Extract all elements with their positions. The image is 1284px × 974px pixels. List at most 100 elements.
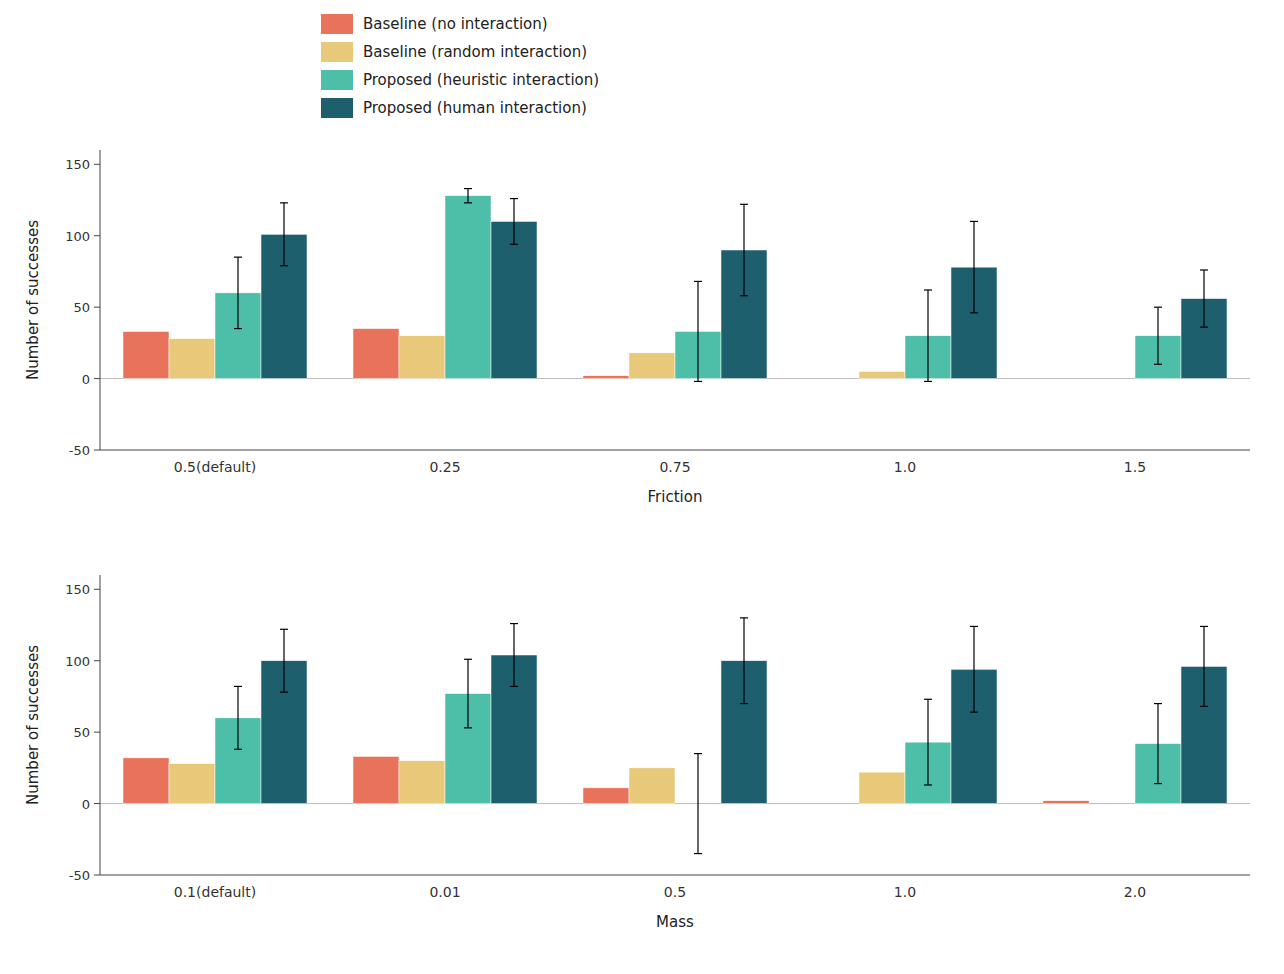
y-tick xyxy=(94,732,100,733)
x-tick-label: 1.5 xyxy=(1124,459,1146,475)
bar xyxy=(169,764,215,804)
chart: -500501001500.1(default)0.010.51.02.0Mas… xyxy=(24,575,1250,931)
legend-label: Proposed (heuristic interaction) xyxy=(363,71,599,89)
error-cap xyxy=(970,221,978,222)
legend-swatch xyxy=(321,42,353,62)
bar xyxy=(583,376,629,379)
bar xyxy=(583,788,629,804)
error-cap xyxy=(1154,364,1162,365)
y-tick xyxy=(94,450,100,451)
error-cap xyxy=(234,257,242,258)
bar xyxy=(123,331,169,378)
x-tick-label: 1.0 xyxy=(894,459,916,475)
error-cap xyxy=(924,381,932,382)
legend-swatch xyxy=(321,98,353,118)
error-cap xyxy=(510,244,518,245)
error-line xyxy=(697,281,698,381)
error-cap xyxy=(464,188,472,189)
error-cap xyxy=(970,312,978,313)
plot-area xyxy=(123,618,1227,854)
error-line xyxy=(743,618,744,704)
error-cap xyxy=(1200,269,1208,270)
y-tick-label: 50 xyxy=(73,300,90,315)
bar xyxy=(491,221,537,378)
error-line xyxy=(513,624,514,687)
y-tick-label: 100 xyxy=(65,654,90,669)
y-tick xyxy=(94,235,100,236)
error-cap xyxy=(464,659,472,660)
bar xyxy=(629,768,675,804)
error-cap xyxy=(924,784,932,785)
error-line xyxy=(1203,626,1204,706)
bar xyxy=(123,758,169,804)
y-tick xyxy=(94,875,100,876)
bar xyxy=(445,196,491,379)
error-cap xyxy=(694,753,702,754)
error-bar xyxy=(280,203,288,266)
error-line xyxy=(973,221,974,312)
bar xyxy=(399,336,445,379)
bar xyxy=(169,339,215,379)
y-tick xyxy=(94,803,100,804)
error-bar xyxy=(510,199,518,245)
x-tick-label: 0.75 xyxy=(659,459,690,475)
y-tick xyxy=(94,660,100,661)
error-bar xyxy=(280,629,288,692)
error-line xyxy=(513,199,514,245)
x-axis-title: Friction xyxy=(648,488,703,506)
error-cap xyxy=(924,699,932,700)
x-tick-label: 2.0 xyxy=(1124,884,1146,900)
x-tick-label: 1.0 xyxy=(894,884,916,900)
error-cap xyxy=(234,686,242,687)
legend-swatch xyxy=(321,14,353,34)
x-tick-label: 0.5(default) xyxy=(174,459,256,475)
error-cap xyxy=(740,204,748,205)
error-bar xyxy=(464,659,472,728)
error-cap xyxy=(510,623,518,624)
error-line xyxy=(1203,270,1204,327)
error-cap xyxy=(510,686,518,687)
error-bar xyxy=(694,281,702,381)
error-bar xyxy=(1154,307,1162,364)
error-cap xyxy=(970,626,978,627)
y-axis xyxy=(100,150,101,450)
y-tick xyxy=(94,378,100,379)
legend-label: Proposed (human interaction) xyxy=(363,99,587,117)
y-tick-label: 0 xyxy=(82,372,90,387)
bar xyxy=(859,371,905,378)
bar xyxy=(1043,378,1089,379)
error-cap xyxy=(1154,783,1162,784)
error-cap xyxy=(740,703,748,704)
error-bar xyxy=(970,626,978,712)
error-cap xyxy=(740,295,748,296)
error-cap xyxy=(1154,307,1162,308)
error-bar xyxy=(924,699,932,785)
error-cap xyxy=(970,712,978,713)
error-bar xyxy=(234,257,242,328)
legend: Baseline (no interaction)Baseline (rando… xyxy=(321,14,599,118)
error-cap xyxy=(1200,706,1208,707)
error-line xyxy=(973,626,974,712)
error-cap xyxy=(234,328,242,329)
y-tick xyxy=(94,164,100,165)
error-cap xyxy=(510,198,518,199)
error-cap xyxy=(1200,626,1208,627)
legend-label: Baseline (no interaction) xyxy=(363,15,548,33)
error-line xyxy=(467,659,468,728)
error-bar xyxy=(234,686,242,749)
error-line xyxy=(283,203,284,266)
error-cap xyxy=(694,281,702,282)
error-line xyxy=(927,290,928,381)
error-cap xyxy=(280,202,288,203)
error-cap xyxy=(280,629,288,630)
y-tick-label: -50 xyxy=(69,868,90,883)
bar xyxy=(1089,378,1135,379)
error-cap xyxy=(924,289,932,290)
error-cap xyxy=(694,853,702,854)
error-cap xyxy=(234,749,242,750)
error-line xyxy=(697,754,698,854)
bar xyxy=(353,329,399,379)
bar xyxy=(813,803,859,804)
y-tick-label: 150 xyxy=(65,157,90,172)
error-cap xyxy=(694,381,702,382)
